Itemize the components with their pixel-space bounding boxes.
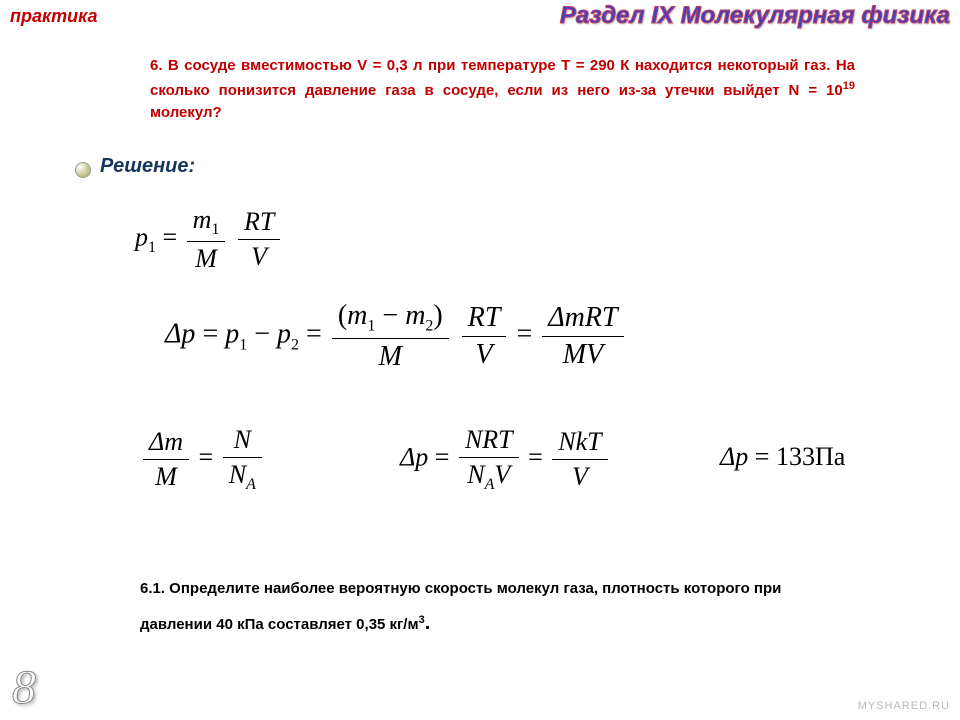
f1-frac1: m1 M: [187, 205, 226, 274]
f2-p2: p: [277, 319, 291, 350]
watermark: MYSHARED.RU: [858, 700, 950, 712]
f4-lhs: Δp: [400, 443, 428, 472]
f2-fB-den: V: [462, 337, 507, 371]
formula-dp-final: Δp = NRT NAV = NkT V: [400, 425, 611, 494]
f1-frac2-den: V: [238, 240, 280, 272]
problem2-end: .: [425, 612, 431, 634]
f2-fracB: RT V: [462, 302, 507, 371]
f2-s1: 1: [239, 336, 247, 353]
f1-frac2-num: RT: [238, 207, 280, 240]
formula-delta-p: Δp = p1 − p2 = (m1 − m2) M RT V = ΔmRT M…: [165, 300, 627, 373]
f3-right: N NA: [223, 425, 262, 494]
f3-denl: M: [143, 460, 189, 492]
practice-label: практика: [10, 6, 97, 27]
bullet-icon: [75, 162, 91, 178]
f2-p1: p: [225, 319, 239, 350]
f2-fB-num: RT: [462, 302, 507, 337]
f2-m1: m: [347, 300, 367, 331]
solution-heading: Решение:: [100, 155, 195, 178]
f4-fA-densub: A: [485, 476, 495, 493]
f2-fC-num: ΔmRT: [542, 302, 623, 337]
f4-fA-denvar: N: [467, 460, 484, 489]
f1-frac1-numsub: 1: [211, 221, 219, 238]
f2-minus: −: [254, 319, 277, 350]
f3-numr: N: [223, 425, 262, 458]
f4-fracA: NRT NAV: [459, 425, 519, 494]
f1-sub: 1: [148, 239, 156, 256]
f2-eq1: =: [202, 319, 225, 350]
f4-fB-num: NkT: [552, 427, 607, 460]
f5-lhs: Δp: [720, 442, 748, 471]
page-number: 8: [12, 660, 36, 715]
f1-frac1-num: m: [193, 205, 212, 234]
f3-numl: Δm: [143, 427, 189, 460]
f3-denr-sub: A: [246, 476, 256, 493]
formula-result: Δp = 133Па: [720, 442, 845, 472]
f2-fA-den: M: [332, 339, 449, 373]
problem2-text: 6.1. Определите наиболее вероятную скоро…: [140, 580, 781, 633]
problem-6-1: 6.1. Определите наиболее вероятную скоро…: [140, 575, 850, 642]
formula-p1: p1 = m1 M RT V: [135, 205, 283, 274]
f5-rhs: 133Па: [776, 442, 845, 471]
problem-exponent: 19: [843, 80, 855, 92]
problem-statement: 6. В сосуде вместимостью V = 0,3 л при т…: [150, 55, 855, 125]
f1-var: p: [135, 223, 148, 252]
f4-fA-num: NRT: [459, 425, 519, 458]
f2-fC-den: MV: [542, 337, 623, 371]
f2-close: ): [433, 300, 442, 331]
f4-fA-denrest: V: [494, 460, 510, 489]
f2-m2: m: [405, 300, 425, 331]
f2-dp: Δp: [165, 319, 195, 350]
f2-nminus: −: [375, 300, 405, 331]
f1-frac1-den: M: [187, 242, 226, 274]
f2-fracA: (m1 − m2) M: [332, 300, 449, 373]
problem-text-end: молекул?: [150, 104, 222, 121]
section-title: Раздел IX Молекулярная физика: [560, 2, 950, 30]
f4-fB-den: V: [552, 460, 607, 492]
formula-dm-over-m: Δm M = N NA: [140, 425, 265, 494]
f1-frac2: RT V: [238, 207, 280, 272]
problem-text-main: 6. В сосуде вместимостью V = 0,3 л при т…: [150, 57, 855, 99]
f3-denr-var: N: [229, 460, 246, 489]
f3-left: Δm M: [143, 427, 189, 492]
f4-fracB: NkT V: [552, 427, 607, 492]
f2-fracC: ΔmRT MV: [542, 302, 623, 371]
f2-s2: 2: [291, 336, 299, 353]
f2-open: (: [338, 300, 347, 331]
